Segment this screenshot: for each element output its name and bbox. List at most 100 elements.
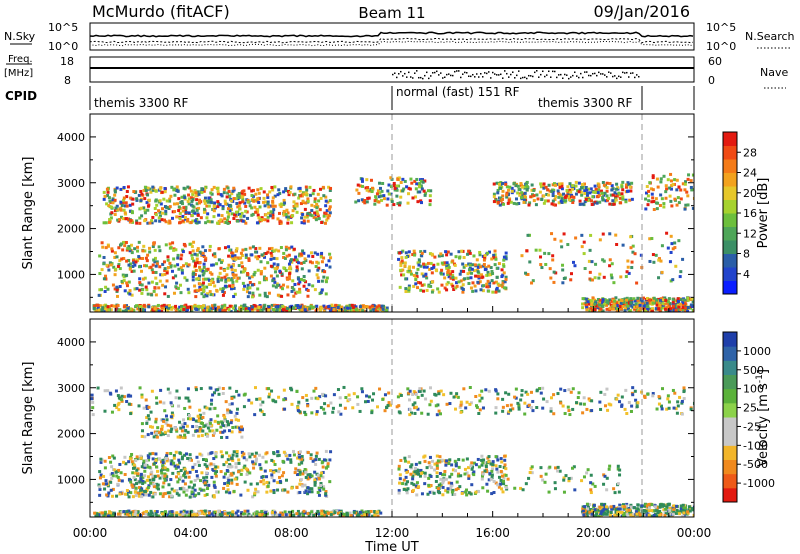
velocity-cell (234, 462, 238, 466)
velocity-cell (523, 401, 527, 405)
velocity-cell (588, 502, 592, 506)
power-cell (626, 265, 630, 269)
power-cell (616, 186, 620, 190)
power-cell (319, 255, 323, 259)
power-cell (217, 213, 221, 217)
power-cell (189, 307, 193, 311)
nave-point (522, 76, 524, 79)
velocity-cell (320, 471, 324, 475)
power-cell (520, 185, 524, 189)
power-cell (668, 260, 672, 264)
velocity-cell (672, 508, 676, 512)
velocity-cell (210, 475, 214, 479)
velocity-cell (668, 506, 672, 510)
power-cell (119, 200, 123, 204)
power-cell (284, 245, 288, 249)
power-cell (155, 262, 159, 266)
power-cell (269, 264, 273, 268)
velocity-cell (445, 402, 449, 406)
power-colorbar-tick-label-2: 12 (743, 227, 757, 240)
velocity-cell (232, 489, 236, 493)
power-cell (194, 307, 198, 311)
power-cell (322, 194, 326, 198)
power-ytick-label-2: 3000 (57, 177, 85, 190)
power-cell (216, 307, 220, 311)
power-cell (205, 204, 209, 208)
power-cell (312, 215, 316, 219)
nave-point (392, 73, 394, 76)
velocity-cell (175, 511, 179, 515)
power-cell (571, 199, 575, 203)
power-cell (123, 204, 127, 208)
velocity-cell (356, 402, 360, 406)
power-cell (399, 261, 403, 265)
velocity-cell (424, 397, 428, 401)
velocity-cell (326, 404, 330, 408)
power-cell (613, 299, 617, 303)
power-cell (409, 177, 413, 181)
power-cell (363, 201, 367, 205)
velocity-cell (202, 476, 206, 480)
power-cell (282, 209, 286, 213)
velocity-cell (264, 511, 268, 515)
velocity-cell (190, 495, 194, 499)
nave-point (442, 77, 444, 79)
velocity-cell (638, 513, 642, 517)
power-cell (173, 193, 177, 197)
freq-unit-label: [MHz] (4, 68, 33, 79)
power-cell (153, 248, 157, 252)
power-cell (269, 210, 273, 214)
power-cell (122, 186, 126, 190)
velocity-cell (607, 402, 611, 406)
power-cell (440, 283, 444, 287)
velocity-cell (288, 453, 292, 457)
velocity-cell (599, 390, 603, 394)
power-cell (561, 281, 565, 285)
velocity-cell (571, 387, 575, 391)
power-cell (200, 187, 204, 191)
power-cell (647, 199, 651, 203)
velocity-cell (163, 510, 167, 514)
power-cell (374, 308, 378, 312)
power-cell (264, 200, 268, 204)
nave-point (606, 76, 608, 78)
velocity-cell (100, 511, 104, 515)
power-cell (229, 309, 233, 312)
power-cell (542, 201, 546, 205)
velocity-cell (668, 512, 672, 516)
power-cell (213, 201, 217, 205)
velocity-cell (264, 460, 268, 464)
velocity-cell (338, 396, 342, 400)
velocity-cell (513, 395, 517, 399)
power-cell (324, 263, 328, 267)
velocity-cell (452, 395, 456, 399)
power-cell (319, 291, 323, 295)
power-cell (302, 284, 306, 288)
power-cell (425, 288, 429, 292)
power-cell (469, 286, 473, 290)
power-cell (179, 201, 183, 205)
power-cell (106, 190, 110, 194)
power-cell (403, 261, 407, 265)
power-cell (619, 301, 623, 305)
velocity-cell (383, 409, 387, 413)
power-cell (571, 187, 575, 191)
power-cell (422, 262, 426, 266)
power-cell (287, 193, 291, 197)
power-cell (407, 268, 411, 272)
power-cell (197, 274, 201, 278)
velocity-cell (109, 511, 113, 515)
power-cell (669, 199, 673, 203)
velocity-cell (151, 451, 155, 455)
velocity-cell (657, 395, 661, 399)
velocity-cell (328, 480, 332, 484)
power-cell (504, 255, 508, 259)
power-cell (256, 309, 260, 312)
power-cell (300, 216, 304, 220)
velocity-cell (161, 485, 165, 489)
power-cell (601, 305, 605, 309)
power-cell (271, 201, 275, 205)
nave-point (428, 77, 430, 80)
power-cell (683, 182, 687, 186)
power-cell (493, 253, 497, 257)
